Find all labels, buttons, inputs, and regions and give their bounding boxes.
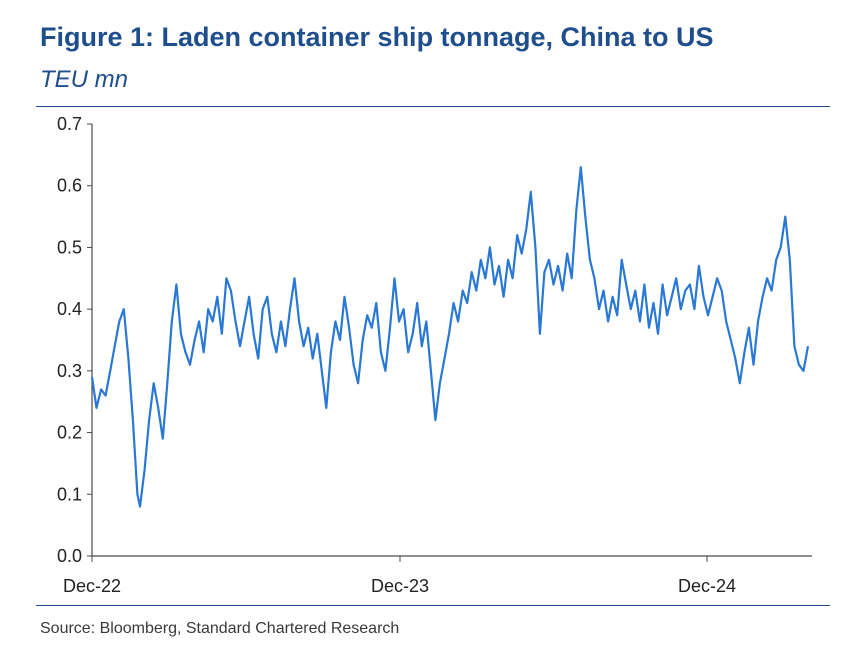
source-note: Source: Bloomberg, Standard Chartered Re… — [40, 620, 400, 637]
top-divider — [36, 106, 830, 107]
series-line — [90, 166, 810, 508]
y-tick-label: 0.6 — [57, 176, 82, 196]
y-tick-label: 0.5 — [57, 237, 82, 257]
x-tick-label: Dec-23 — [371, 576, 429, 596]
line-chart: 0.0 0.1 0.2 0.3 0.4 0.5 0.6 0.7 Dec-22 Dec-23 Dec-… — [57, 114, 812, 596]
y-tick-label: 0.2 — [57, 423, 82, 443]
y-tick-label: 0.3 — [57, 361, 82, 381]
bottom-divider — [36, 605, 830, 606]
chart-subtitle: TEU mn — [40, 66, 129, 93]
y-tick-label: 0.0 — [57, 546, 82, 566]
x-tick-label: Dec-24 — [678, 576, 736, 596]
x-tick-label: Dec-22 — [63, 576, 121, 596]
y-tick-label: 0.1 — [57, 484, 82, 504]
chart-title: Figure 1: Laden container ship tonnage, … — [40, 22, 714, 52]
y-tick-label: 0.4 — [57, 299, 82, 319]
y-tick-label: 0.7 — [57, 114, 82, 134]
